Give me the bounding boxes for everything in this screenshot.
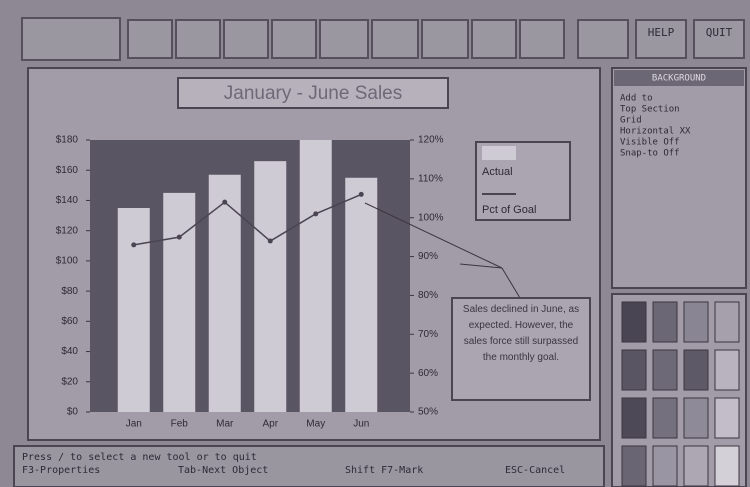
point — [268, 239, 273, 244]
status-key: Tab-Next Object — [178, 465, 268, 476]
y-tick-label: $160 — [56, 165, 79, 176]
y2-tick-label: 80% — [418, 290, 438, 301]
point — [313, 211, 318, 216]
status-key: Shift F7-Mark — [345, 465, 423, 476]
y2-tick-label: 60% — [418, 368, 438, 379]
tool-button[interactable] — [578, 20, 628, 58]
panel-item: Grid — [620, 116, 642, 126]
page: HELP QUIT January - June Sales $0 $20 $40 $… — [0, 0, 750, 487]
y-tick-label: $180 — [56, 135, 79, 146]
bar — [300, 140, 332, 412]
status-key: ESC-Cancel — [505, 465, 565, 476]
status-text: Press / to select a new tool or to quit — [22, 452, 257, 463]
y-tick-label: $0 — [67, 407, 79, 418]
color-swatch[interactable] — [622, 446, 646, 486]
tool-button[interactable] — [176, 20, 220, 58]
color-swatch[interactable] — [622, 350, 646, 390]
annotation-text: Sales declined in June, as expected. How… — [456, 302, 586, 366]
y2-tick-label: 90% — [418, 251, 438, 262]
color-swatch[interactable] — [622, 302, 646, 342]
tool-button[interactable] — [128, 20, 172, 58]
panel-item: Visible Off — [620, 138, 680, 148]
y-tick-label: $140 — [56, 195, 79, 206]
point — [359, 192, 364, 197]
y-tick-label: $80 — [61, 286, 78, 297]
color-swatch[interactable] — [684, 446, 708, 486]
annotation: Sales declined in June, as expected. How… — [456, 302, 586, 396]
y-tick-label: $120 — [56, 225, 79, 236]
tool-button[interactable] — [272, 20, 316, 58]
y-tick-label: $60 — [61, 316, 78, 327]
tool-button[interactable] — [422, 20, 468, 58]
tool-button[interactable] — [372, 20, 418, 58]
color-swatch[interactable] — [684, 398, 708, 438]
bar — [163, 193, 195, 412]
tool-button[interactable] — [320, 20, 368, 58]
tool-button[interactable] — [224, 20, 268, 58]
panel-item: Top Section — [620, 105, 680, 115]
x-tick-label: Apr — [262, 419, 278, 430]
x-tick-label: May — [306, 419, 325, 430]
y2-tick-label: 70% — [418, 329, 438, 340]
tool-button[interactable] — [22, 18, 120, 60]
legend-label: Pct of Goal — [482, 204, 536, 216]
color-swatch[interactable] — [715, 398, 739, 438]
color-swatch[interactable] — [653, 302, 677, 342]
y-tick-label: $40 — [61, 346, 78, 357]
point — [131, 242, 136, 247]
color-swatch[interactable] — [684, 350, 708, 390]
screen: HELP QUIT January - June Sales $0 $20 $40 $… — [0, 0, 750, 487]
y2-tick-label: 110% — [418, 173, 443, 184]
panel-title: BACKGROUND — [652, 74, 706, 84]
legend-label: Actual — [482, 166, 513, 178]
y2-tick-label: 120% — [418, 135, 444, 146]
color-swatch[interactable] — [653, 398, 677, 438]
color-swatch[interactable] — [653, 350, 677, 390]
panel-item: Horizontal XX — [620, 127, 691, 137]
legend-swatch — [482, 146, 516, 160]
y2-tick-label: 50% — [418, 407, 438, 418]
panel-item: Add to — [620, 94, 653, 104]
y-tick-label: $100 — [56, 256, 79, 267]
bar — [118, 208, 150, 412]
color-swatch[interactable] — [684, 302, 708, 342]
status-key: F3-Properties — [22, 465, 100, 476]
chart-title: January - June Sales — [224, 83, 403, 104]
help-label: HELP — [648, 26, 675, 39]
color-swatch[interactable] — [622, 398, 646, 438]
color-swatch[interactable] — [715, 350, 739, 390]
color-swatch[interactable] — [653, 446, 677, 486]
x-tick-label: Jan — [126, 419, 142, 430]
tool-button[interactable] — [472, 20, 516, 58]
color-swatch[interactable] — [715, 302, 739, 342]
toolbar: HELP QUIT — [22, 18, 744, 60]
y2-tick-label: 100% — [418, 212, 444, 223]
bar — [254, 161, 286, 412]
bar — [345, 178, 377, 412]
x-tick-label: Mar — [216, 419, 234, 430]
panel-item: Snap-to Off — [620, 149, 680, 159]
color-swatch[interactable] — [715, 446, 739, 486]
point — [222, 200, 227, 205]
x-tick-label: Feb — [171, 419, 189, 430]
point — [177, 235, 182, 240]
x-tick-label: Jun — [353, 419, 369, 430]
tool-button[interactable] — [520, 20, 564, 58]
quit-label: QUIT — [706, 26, 733, 39]
y-tick-label: $20 — [61, 376, 78, 387]
